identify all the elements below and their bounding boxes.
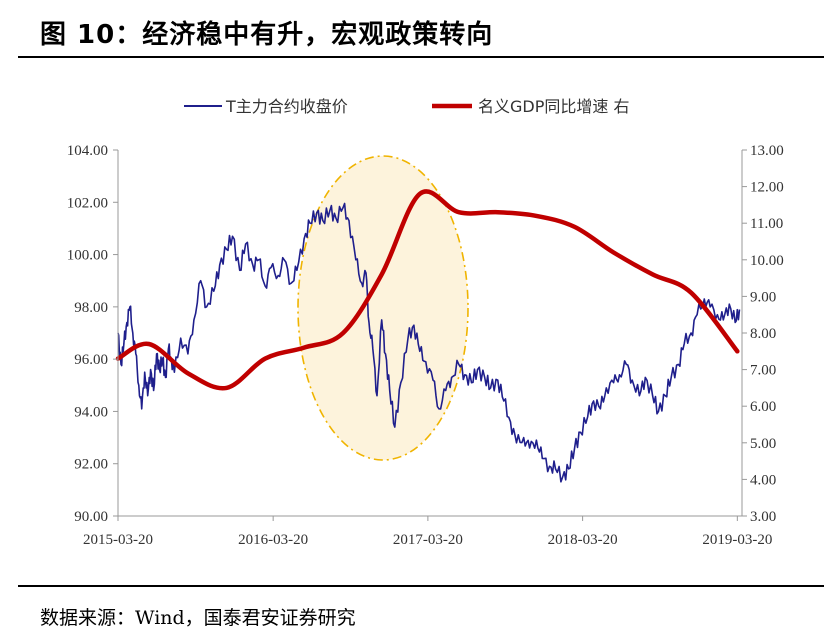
- y-left-tick-label: 102.00: [67, 195, 108, 211]
- y-right-tick-label: 5.00: [750, 436, 776, 452]
- y-right-tick-label: 13.00: [750, 143, 784, 159]
- y-left-tick-label: 100.00: [67, 248, 108, 264]
- source-rule: [18, 585, 824, 587]
- x-tick-label: 2018-03-20: [548, 532, 618, 548]
- y-right-tick-label: 10.00: [750, 253, 784, 269]
- axis-layer: 90.00 92.00 94.00 96.00 98.00 100.00 102.00 104…: [67, 143, 784, 548]
- y-left-tick-label: 92.00: [74, 457, 108, 473]
- figure-title: 图 10：经济稳中有升，宏观政策转向: [40, 20, 494, 50]
- source-note: 数据来源：Wind，国泰君安证券研究: [40, 607, 356, 629]
- y-left-tick-label: 96.00: [74, 352, 108, 368]
- x-tick-label: 2017-03-20: [393, 532, 463, 548]
- title-rule: [18, 56, 824, 58]
- y-right-tick-label: 9.00: [750, 289, 776, 305]
- x-tick-label: 2015-03-20: [83, 532, 153, 548]
- legend-label-t-contract: T主力合约收盘价: [225, 97, 348, 116]
- series-layer: [115, 189, 741, 483]
- chart: 90.00 92.00 94.00 96.00 98.00 100.00 102.00 104…: [67, 97, 784, 548]
- highlight-ellipse: [297, 155, 469, 461]
- y-left-tick-label: 98.00: [74, 300, 108, 316]
- annotation-layer: [297, 155, 469, 461]
- series-gdp-line: [115, 189, 740, 391]
- y-right-tick-label: 12.00: [750, 180, 784, 196]
- y-right-tick-label: 3.00: [750, 509, 776, 525]
- legend: T主力合约收盘价 名义GDP同比增速 右: [184, 97, 629, 116]
- x-tick-label: 2019-03-20: [702, 532, 772, 548]
- x-tick-label: 2016-03-20: [238, 532, 308, 548]
- y-left-tick-label: 94.00: [74, 404, 108, 420]
- y-left-tick-label: 90.00: [74, 509, 108, 525]
- y-right-tick-label: 11.00: [750, 216, 783, 232]
- series-t-contract-line: [117, 202, 741, 483]
- y-right-tick-label: 8.00: [750, 326, 776, 342]
- legend-label-gdp: 名义GDP同比增速 右: [478, 97, 629, 116]
- y-right-tick-label: 6.00: [750, 399, 776, 415]
- y-right-tick-label: 7.00: [750, 363, 776, 379]
- y-left-tick-label: 104.00: [67, 143, 108, 159]
- y-right-tick-label: 4.00: [750, 472, 776, 488]
